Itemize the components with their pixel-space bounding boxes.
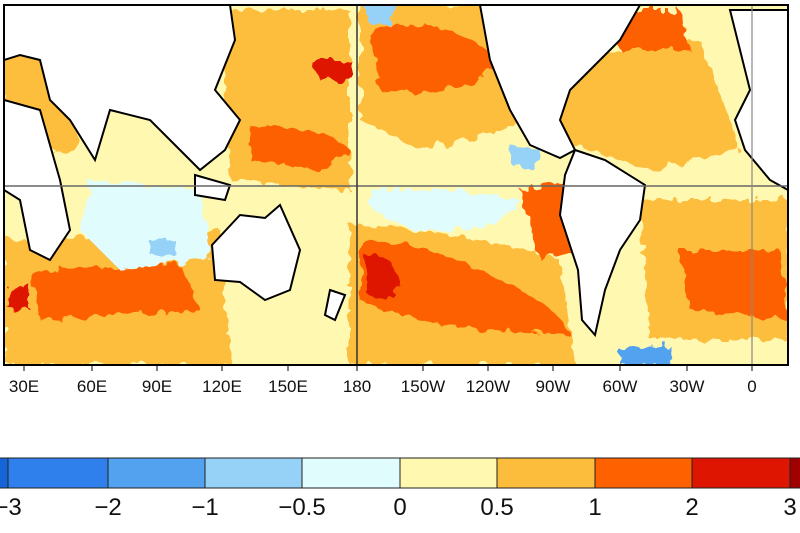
lon-tick-label: 30E	[9, 377, 39, 396]
continents	[4, 5, 788, 338]
lon-tick-label: 90E	[142, 377, 172, 396]
colorbar-swatch	[0, 457, 9, 489]
colorbar-label: 1	[588, 494, 601, 521]
colorbar-label: 0.5	[480, 494, 513, 521]
lon-tick-label: 120W	[466, 377, 510, 396]
colorbar-swatch	[7, 457, 109, 489]
colorbar-swatch	[107, 457, 206, 489]
colorbar-label: −0.5	[278, 494, 325, 521]
anomaly-field	[4, 5, 788, 365]
colorbar-swatch	[496, 457, 596, 489]
lon-tick-label: 120E	[202, 377, 242, 396]
lon-tick-label: 60W	[603, 377, 638, 396]
lon-tick-label: 90W	[536, 377, 571, 396]
lon-tick-label: 0	[747, 377, 756, 396]
lon-axis: 30E 60E 90E 120E 150E 180 150W 120W 90W 60W 30W 0	[9, 365, 757, 396]
colorbar-label: 2	[685, 494, 698, 521]
lon-tick-label: 180	[343, 377, 371, 396]
colorbar-swatch	[399, 457, 498, 489]
colorbar: −3 −2 −1 −0.5 0 0.5 1 2 3	[0, 457, 800, 521]
colorbar-label: 3	[783, 494, 796, 521]
colorbar-label: −2	[94, 494, 121, 521]
map-frame	[3, 4, 789, 366]
colorbar-swatch	[301, 457, 401, 489]
lon-tick-label: 60E	[77, 377, 107, 396]
colorbar-swatch	[691, 457, 791, 489]
colorbar-label: −1	[191, 494, 218, 521]
colorbar-swatch	[594, 457, 693, 489]
colorbar-label: −3	[0, 494, 22, 521]
colorbar-swatch	[789, 457, 800, 489]
lon-tick-label: 30W	[670, 377, 705, 396]
colorbar-swatch	[204, 457, 303, 489]
lon-tick-label: 150W	[401, 377, 445, 396]
colorbar-label: 0	[393, 494, 406, 521]
lon-tick-label: 150E	[268, 377, 308, 396]
